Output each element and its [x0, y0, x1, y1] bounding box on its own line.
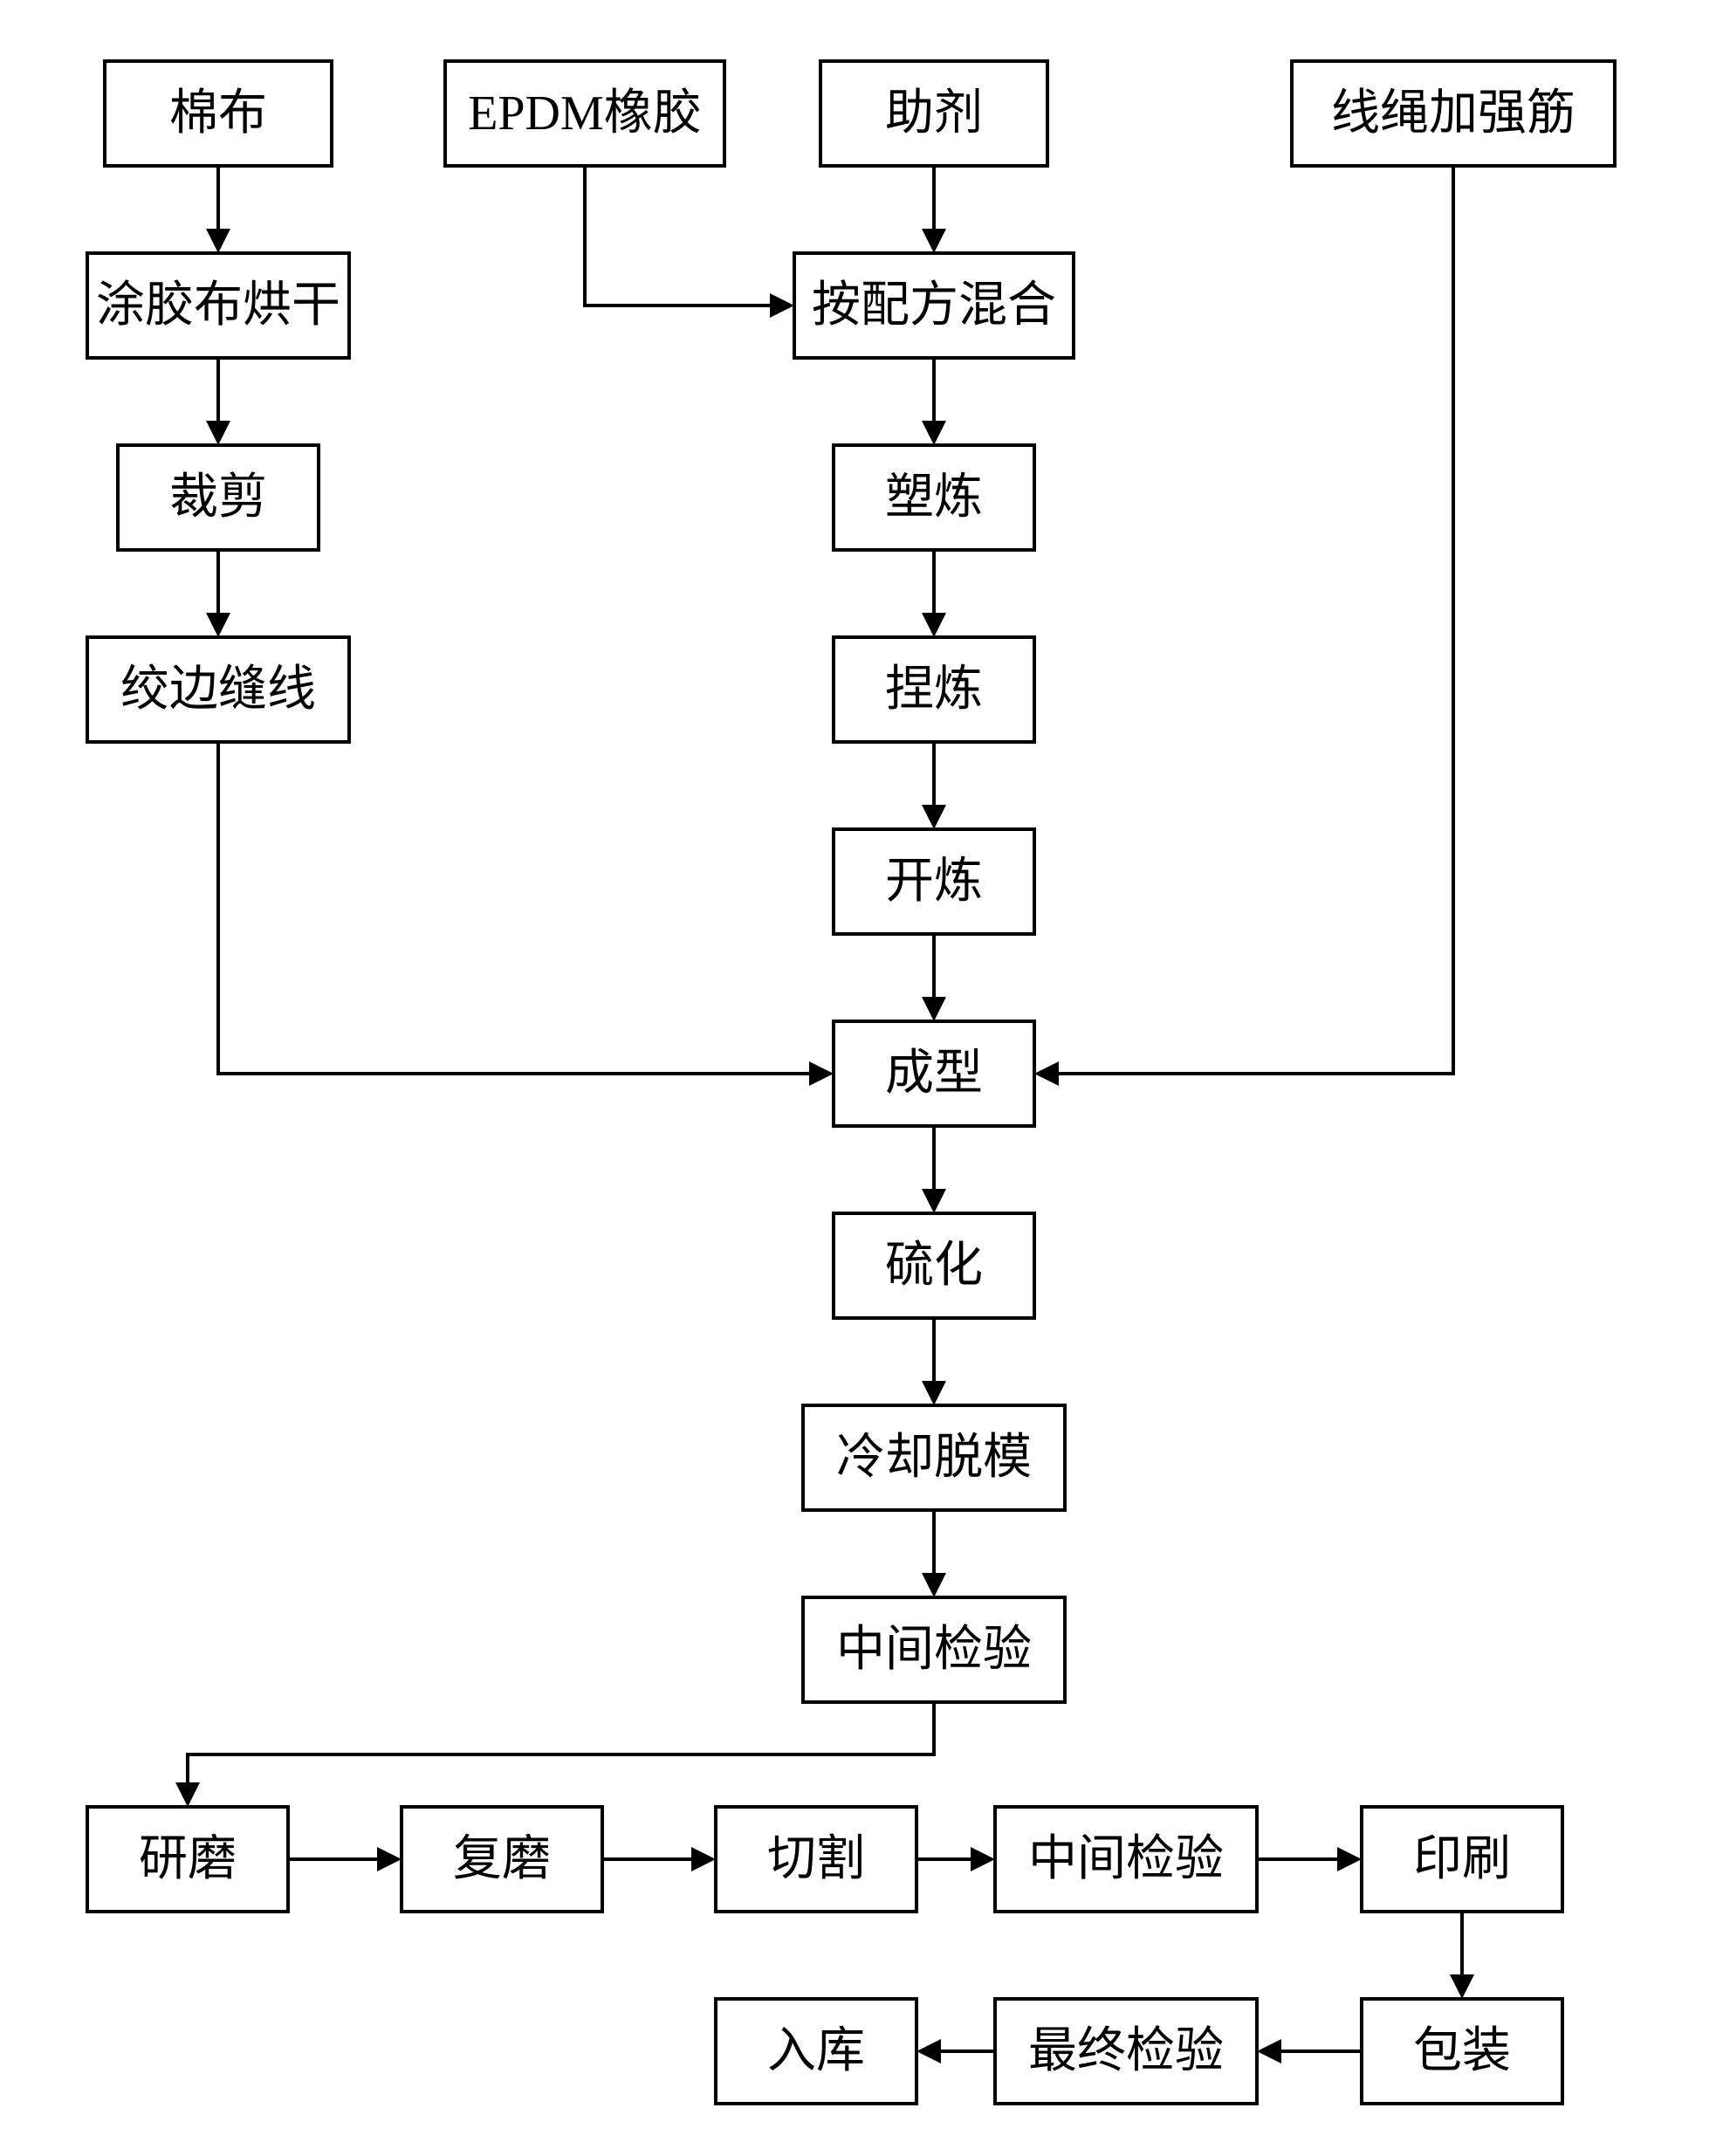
- node-insp1: 中间检验: [803, 1597, 1065, 1702]
- node-cool-label: 冷却脱模: [836, 1431, 1032, 1485]
- node-knead: 捏炼: [834, 637, 1034, 742]
- node-rope-label: 线绳加强筋: [1331, 86, 1575, 141]
- node-grind: 研磨: [87, 1807, 288, 1912]
- node-rope: 线绳加强筋: [1292, 61, 1615, 166]
- node-finalinsp-label: 最终检验: [1028, 2024, 1224, 2078]
- node-regrind: 复磨: [402, 1807, 602, 1912]
- node-sew-label: 绞边缝线: [120, 663, 316, 717]
- edge-rope-form: [1057, 166, 1453, 1074]
- node-form-label: 成型: [885, 1047, 983, 1101]
- node-knead-label: 捏炼: [885, 663, 983, 717]
- node-cotton-label: 棉布: [169, 86, 267, 141]
- node-print: 印刷: [1362, 1807, 1562, 1912]
- node-dry: 涂胶布烘干: [87, 253, 349, 358]
- node-pack: 包装: [1362, 1999, 1562, 2104]
- node-slice-label: 切割: [767, 1832, 865, 1886]
- node-regrind-label: 复磨: [453, 1832, 551, 1886]
- node-slice: 切割: [716, 1807, 916, 1912]
- node-print-label: 印刷: [1413, 1832, 1511, 1886]
- edge-epdm-mix: [585, 166, 772, 306]
- node-insp2: 中间检验: [995, 1807, 1257, 1912]
- flowchart-canvas: 棉布 EPDM橡胶 助剂 线绳加强筋涂胶布烘干 按配方混合裁剪 塑炼绞边缝线 捏炼开炼成型硫…: [0, 0, 1723, 2156]
- node-grind-label: 研磨: [139, 1832, 237, 1886]
- node-vulc: 硫化: [834, 1213, 1034, 1318]
- node-openmill-label: 开炼: [885, 855, 983, 909]
- node-aux: 助剂: [820, 61, 1047, 166]
- node-mix: 按配方混合: [794, 253, 1074, 358]
- node-sew: 绞边缝线: [87, 637, 349, 742]
- edge-sew-form: [218, 742, 811, 1074]
- node-openmill: 开炼: [834, 829, 1034, 934]
- node-cool: 冷却脱模: [803, 1405, 1065, 1510]
- node-plast-label: 塑炼: [885, 470, 983, 525]
- node-cotton: 棉布: [105, 61, 332, 166]
- node-epdm: EPDM橡胶: [445, 61, 724, 166]
- node-vulc-label: 硫化: [885, 1239, 983, 1293]
- node-cut: 裁剪: [118, 445, 319, 550]
- node-epdm-label: EPDM橡胶: [468, 86, 702, 141]
- node-pack-label: 包装: [1413, 2024, 1511, 2078]
- node-form: 成型: [834, 1021, 1034, 1126]
- node-plast: 塑炼: [834, 445, 1034, 550]
- node-dry-label: 涂胶布烘干: [96, 278, 340, 333]
- node-insp1-label: 中间检验: [836, 1623, 1032, 1677]
- node-insp2-label: 中间检验: [1028, 1832, 1224, 1886]
- node-cut-label: 裁剪: [169, 470, 267, 525]
- node-mix-label: 按配方混合: [812, 278, 1056, 333]
- edge-insp1-grind: [188, 1702, 934, 1784]
- node-store-label: 入库: [767, 2024, 865, 2078]
- node-store: 入库: [716, 1999, 916, 2104]
- node-finalinsp: 最终检验: [995, 1999, 1257, 2104]
- node-aux-label: 助剂: [885, 86, 983, 141]
